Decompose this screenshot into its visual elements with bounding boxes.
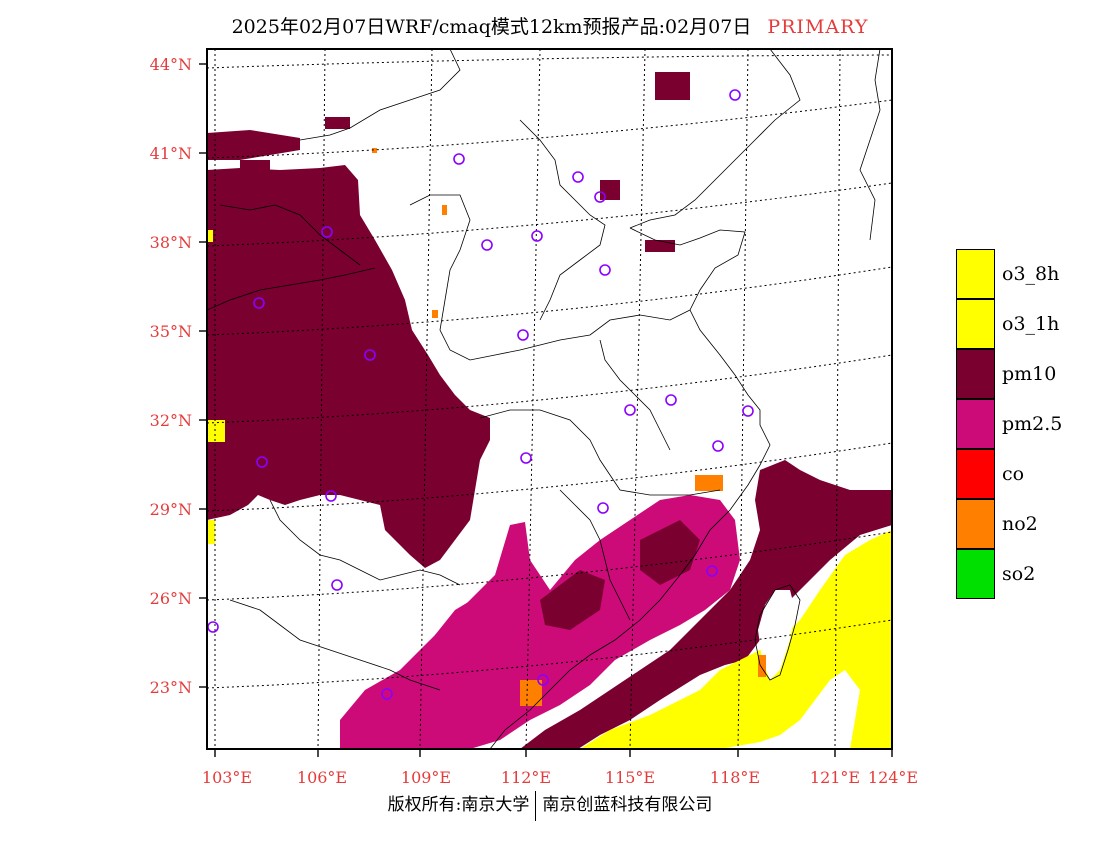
legend-swatch	[956, 349, 995, 399]
o3-region-southeast	[580, 530, 892, 749]
title-tag: PRIMARY	[767, 16, 869, 38]
lat-tick-label: 26°N	[149, 589, 192, 608]
legend-label: so2	[1002, 563, 1036, 585]
legend-label: pm10	[1002, 363, 1057, 385]
lon-tick-label: 118°E	[709, 768, 761, 787]
legend-label: o3_8h	[1002, 263, 1060, 285]
footer-company: 南京创蓝科技有限公司	[542, 795, 713, 815]
legend-swatch	[956, 499, 995, 549]
lon-tick-label: 109°E	[400, 768, 452, 787]
lon-tick-label: 106°E	[296, 768, 348, 787]
legend-swatch	[956, 449, 995, 499]
map-title: 2025年02月07日WRF/cmaq模式12km预报产品:02月07日 PRIM…	[0, 12, 1100, 39]
lon-tick-label: 112°E	[500, 768, 552, 787]
legend-label: pm2.5	[1002, 413, 1063, 435]
pm10-region-north	[207, 130, 300, 160]
lat-tick-label: 41°N	[149, 144, 192, 163]
legend-label: no2	[1002, 513, 1038, 535]
title-main: 2025年02月07日WRF/cmaq模式12km预报产品:02月07日	[231, 16, 752, 38]
lat-tick-label: 38°N	[149, 233, 192, 252]
lat-tick-label: 35°N	[149, 322, 192, 341]
legend-label: co	[1002, 463, 1025, 485]
legend-swatch	[956, 299, 995, 349]
pm10-region-west	[207, 165, 490, 568]
axis-ticks	[199, 63, 893, 757]
pm10-region-coast	[520, 460, 892, 749]
copyright-footer: 版权所有:南京大学 南京创蓝科技有限公司	[0, 790, 1100, 821]
lat-tick-label: 29°N	[149, 500, 192, 519]
legend-swatch	[956, 549, 995, 599]
lon-tick-label: 121°E	[809, 768, 861, 787]
legend-label: o3_1h	[1002, 313, 1060, 335]
lon-tick-label: 103°E	[201, 768, 253, 787]
lon-tick-label: 124°E	[867, 768, 919, 787]
city-markers	[207, 89, 754, 700]
lat-tick-label: 44°N	[149, 55, 192, 74]
lat-tick-label: 23°N	[149, 678, 192, 697]
lon-tick-label: 115°E	[604, 768, 656, 787]
footer-copyright: 版权所有:南京大学	[387, 795, 530, 815]
lat-tick-label: 32°N	[149, 411, 192, 430]
map-frame	[206, 48, 893, 750]
legend-swatch	[956, 249, 995, 299]
legend-swatch	[956, 399, 995, 449]
footer-divider	[535, 790, 537, 821]
